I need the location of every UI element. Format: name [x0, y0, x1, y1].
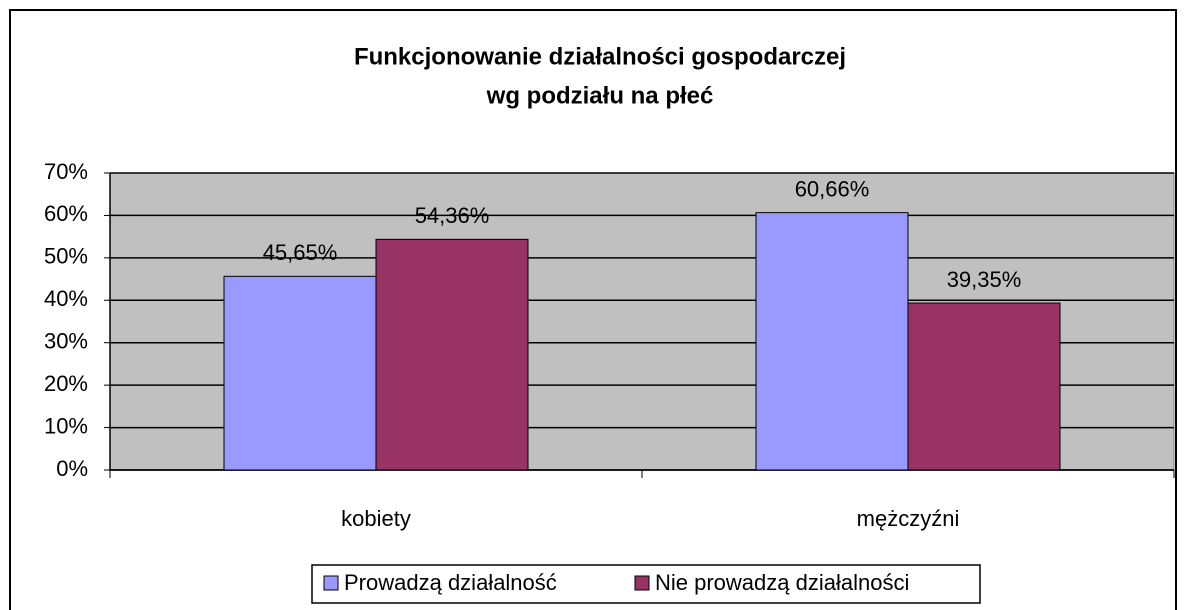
legend-label: Prowadzą działalność [344, 570, 557, 595]
value-label: 39,35% [947, 267, 1022, 292]
y-tick-label: 30% [44, 329, 88, 354]
bar [375, 238, 529, 471]
x-tick-label: mężczyźni [857, 506, 960, 531]
chart-title: Funkcjonowanie działalności gospodarczej [354, 43, 846, 70]
y-tick-label: 0% [56, 456, 88, 481]
y-tick-label: 70% [44, 159, 88, 184]
value-label: 60,66% [795, 176, 870, 201]
bar [223, 275, 377, 471]
bar [755, 212, 909, 471]
value-label: 54,36% [415, 203, 490, 228]
chart-title: wg podziału na płeć [486, 82, 714, 109]
value-label: 45,65% [263, 240, 338, 265]
legend-swatch [634, 575, 650, 591]
legend-swatch [323, 575, 339, 591]
x-tick-label: kobiety [341, 506, 411, 531]
legend-label: Nie prowadzą działalności [655, 570, 909, 595]
y-tick-label: 20% [44, 371, 88, 396]
y-tick-label: 50% [44, 244, 88, 269]
y-tick-label: 10% [44, 413, 88, 438]
bar [907, 302, 1061, 471]
y-tick-label: 40% [44, 286, 88, 311]
y-tick-label: 60% [44, 201, 88, 226]
